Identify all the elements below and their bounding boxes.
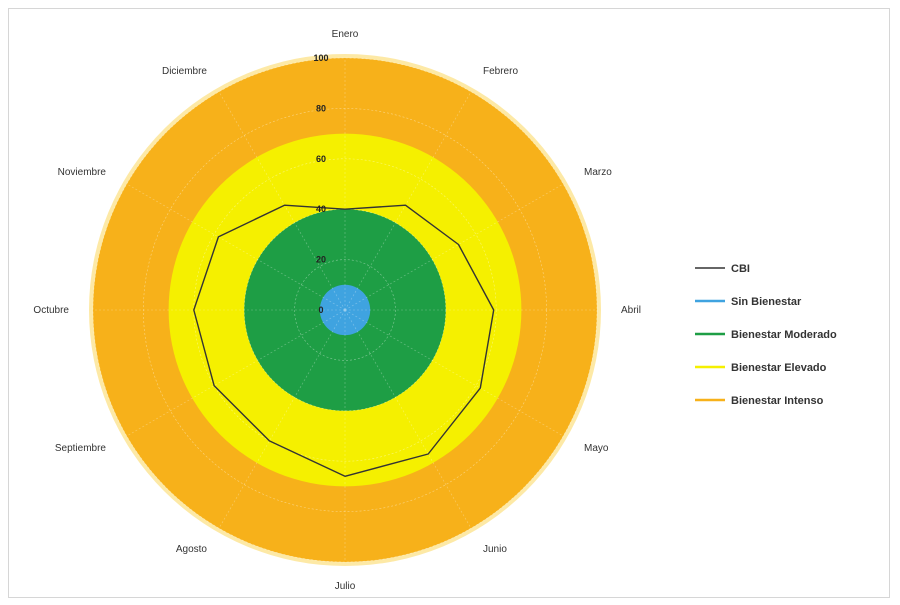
legend-label: Bienestar Moderado [731,329,837,341]
legend-label: Sin Bienestar [731,296,802,308]
month-label: Febrero [483,66,518,77]
grid-spoke [218,309,346,529]
grid-spoke [218,91,346,311]
grid-spoke [344,309,472,529]
r-tick-label: 40 [316,204,326,214]
grid-spoke [126,183,346,311]
legend: CBI Sin Bienestar Bienestar Moderado Bienes… [695,263,837,407]
r-tick-label: 20 [316,255,326,265]
grid-spoke [344,183,564,311]
month-label: Abril [621,305,641,316]
r-tick-label: 60 [316,154,326,164]
month-label: Octubre [33,305,69,316]
month-label: Diciembre [162,66,207,77]
r-tick-label: 100 [313,53,328,63]
month-label: Marzo [584,167,612,178]
legend-label: CBI [731,263,750,275]
series-cbi-line [193,204,495,477]
grid-ring [92,57,598,563]
month-label: Septiembre [55,443,107,454]
grid-spoke [344,91,472,311]
month-label: Junio [483,544,507,555]
grid-ring [243,208,447,412]
month-label: Julio [335,581,356,592]
grid-ring [193,158,497,462]
grid-ring [294,259,396,361]
month-labels: Enero Febrero Marzo Abril Mayo Junio Julio Agos… [33,29,641,592]
r-tick-label: 0 [318,305,323,315]
month-label: Noviembre [58,167,107,178]
grid-ring [143,108,547,512]
chart-frame [8,8,890,598]
month-label: Mayo [584,443,609,454]
grid-spoke [344,309,564,437]
ticks-layer: 0 20 40 60 80 100 [313,53,328,315]
month-label: Agosto [176,544,208,555]
grid-layer [92,57,598,563]
zones-layer [89,54,601,566]
month-label: Enero [332,29,359,40]
series-layer [193,204,495,477]
zone-sin-bienestar [319,284,371,336]
legend-label: Bienestar Elevado [731,362,827,374]
grid-spoke [126,309,346,437]
legend-label: Bienestar Intenso [731,395,824,407]
r-tick-label: 80 [316,103,326,113]
